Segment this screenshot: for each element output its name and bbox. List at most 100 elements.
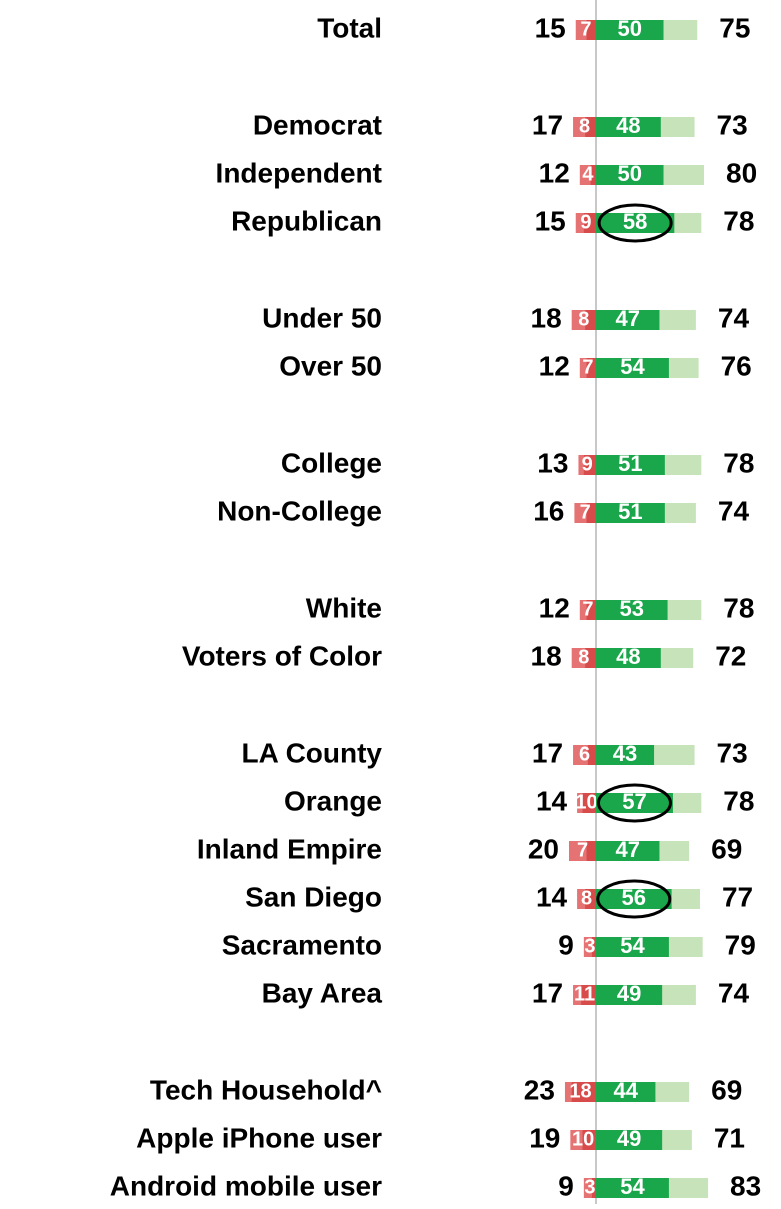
category-label: Over 50 [279,350,382,381]
support-total-label: 78 [723,447,754,478]
strong-oppose-label: 7 [580,18,591,40]
oppose-bar [564,1082,596,1102]
strong-oppose-label: 8 [578,308,589,330]
category-label: Orange [284,785,382,816]
support-total-label: 74 [718,302,750,333]
support-total-label: 73 [717,109,748,140]
strong-oppose-label: 9 [580,211,591,233]
strong-oppose-label: 4 [582,163,594,185]
strong-oppose-bar [586,503,596,523]
strong-oppose-label: 7 [577,839,588,861]
strong-support-label: 49 [617,1126,641,1151]
category-label: Sacramento [222,929,382,960]
oppose-bar [570,1130,596,1150]
oppose-total-label: 20 [528,833,559,864]
oppose-bar [571,310,596,330]
oppose-bar [583,1178,596,1198]
category-label: Independent [216,157,382,188]
support-total-label: 75 [719,12,750,43]
strong-oppose-label: 7 [582,356,593,378]
support-total-label: 78 [723,592,754,623]
oppose-total-label: 17 [532,977,563,1008]
support-total-label: 78 [723,205,754,236]
oppose-bar [573,745,596,765]
category-label: Bay Area [262,977,383,1008]
strong-support-label: 56 [622,885,646,910]
strong-support-bar [596,1130,663,1150]
oppose-total-label: 14 [536,881,568,912]
strong-support-label: 54 [620,1174,645,1199]
strong-oppose-label: 8 [578,646,589,668]
strong-support-bar [596,503,665,523]
strong-support-bar [596,937,669,957]
strong-oppose-label: 3 [584,935,595,957]
strong-oppose-bar [585,310,596,330]
oppose-bar [577,889,596,909]
strong-support-bar [596,1082,656,1102]
category-label: Non-College [217,495,382,526]
strong-oppose-bar [583,455,596,475]
oppose-bar [579,358,596,378]
support-total-label: 80 [726,157,757,188]
oppose-total-label: 17 [532,109,563,140]
strong-support-label: 49 [617,981,641,1006]
strong-support-bar [596,889,672,909]
strong-support-label: 44 [613,1078,638,1103]
oppose-total-label: 12 [539,157,570,188]
support-total-label: 71 [714,1122,745,1153]
category-label: White [306,592,382,623]
support-total-label: 74 [718,977,750,1008]
strong-oppose-bar [585,648,596,668]
oppose-total-label: 17 [532,737,563,768]
strong-support-bar [596,213,675,233]
strong-oppose-label: 7 [582,598,593,620]
support-total-label: 79 [725,929,756,960]
support-total-label: 73 [717,737,748,768]
oppose-total-label: 18 [531,302,562,333]
strong-support-label: 48 [616,644,640,669]
strong-support-label: 50 [618,16,642,41]
strong-oppose-label: 8 [579,115,590,137]
highlight-circle [596,783,672,823]
highlight-circle [596,879,672,919]
strong-support-bar [596,20,664,40]
support-total-label: 77 [722,881,753,912]
oppose-bar [575,20,596,40]
strong-support-bar [596,455,665,475]
support-total-label: 83 [730,1170,761,1201]
strong-oppose-bar [591,937,596,957]
strong-support-label: 54 [620,933,645,958]
category-label: Inland Empire [197,833,382,864]
strong-support-bar [596,165,664,185]
highlight-circle [597,203,673,243]
category-label: Democrat [253,109,382,140]
strong-support-label: 53 [620,596,644,621]
oppose-total-label: 15 [535,205,566,236]
strong-oppose-bar [582,1130,596,1150]
strong-support-label: 50 [618,161,642,186]
strong-oppose-label: 3 [584,1176,595,1198]
oppose-bar [579,600,596,620]
strong-support-label: 57 [622,789,646,814]
strong-oppose-bar [571,1082,596,1102]
support-total-label: 72 [715,640,746,671]
oppose-total-label: 9 [558,929,574,960]
strong-support-label: 51 [618,451,642,476]
strong-oppose-bar [590,165,596,185]
support-total-label: 78 [723,785,754,816]
oppose-bar [577,793,596,813]
support-total-label: 74 [718,495,750,526]
oppose-total-label: 14 [536,785,568,816]
oppose-bar [579,165,596,185]
oppose-bar [574,503,596,523]
strong-oppose-label: 8 [581,887,592,909]
strong-support-label: 51 [618,499,642,524]
strong-oppose-bar [586,20,596,40]
oppose-bar [569,841,596,861]
oppose-bar [571,648,596,668]
category-label: Under 50 [262,302,382,333]
strong-oppose-bar [585,889,596,909]
category-label: Total [317,12,382,43]
category-label: Android mobile user [110,1170,382,1201]
strong-oppose-bar [582,793,596,813]
